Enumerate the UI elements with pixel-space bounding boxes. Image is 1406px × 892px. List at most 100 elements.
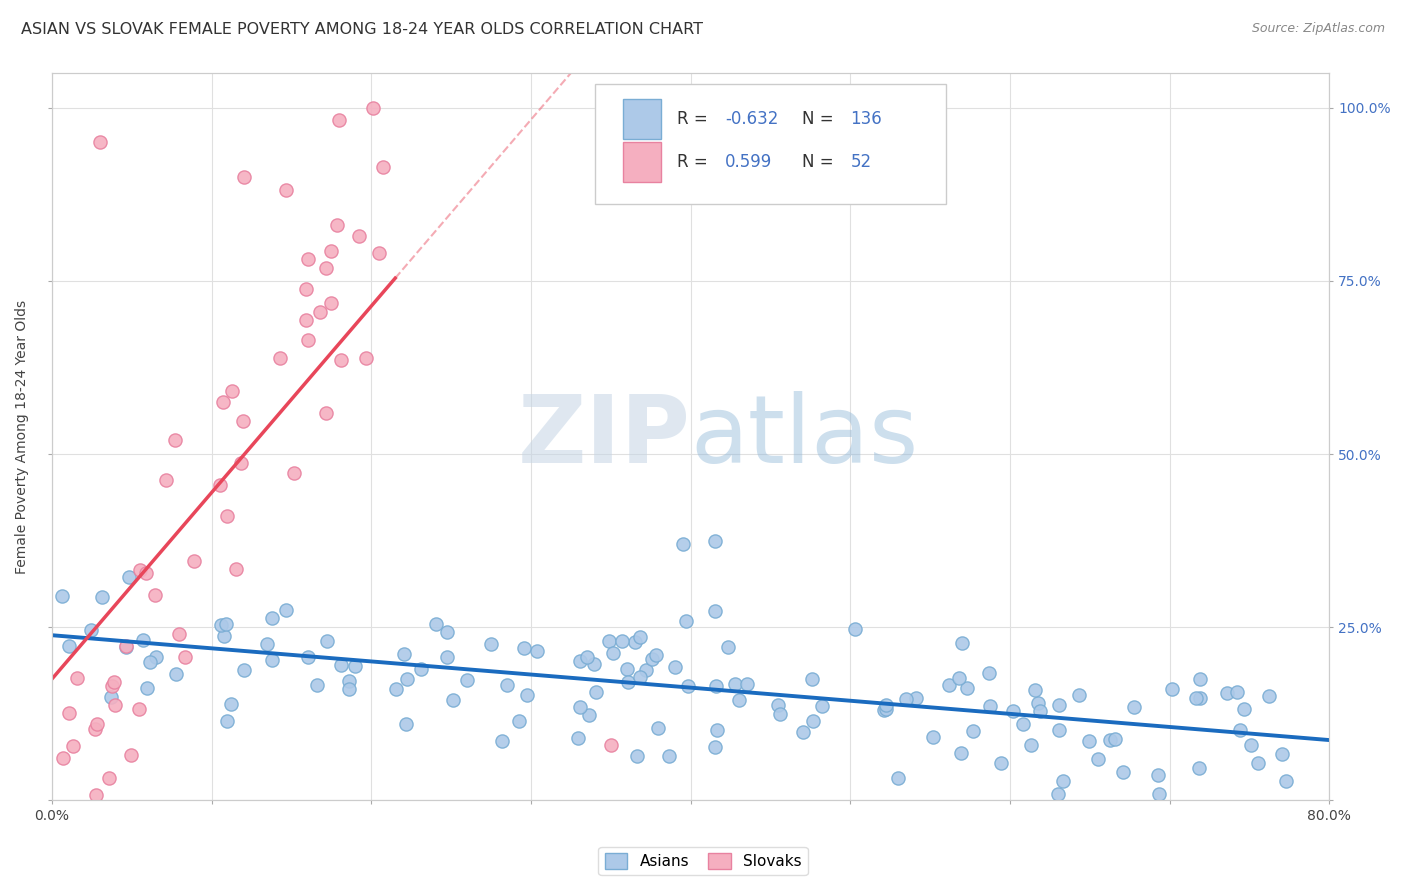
Point — [979, 699, 1001, 714]
Point — [706, 723, 728, 738]
Point — [86, 717, 108, 731]
FancyBboxPatch shape — [595, 84, 946, 204]
Point — [89, 135, 111, 149]
Point — [1019, 738, 1042, 752]
Point — [624, 634, 647, 648]
Point — [599, 738, 621, 752]
Point — [703, 533, 725, 548]
Point — [274, 184, 297, 198]
Point — [645, 648, 668, 662]
Point — [1258, 689, 1281, 703]
Point — [1078, 734, 1101, 748]
Point — [233, 663, 256, 677]
Point — [456, 673, 478, 687]
Point — [80, 623, 103, 637]
Point — [349, 229, 371, 244]
Point — [1146, 768, 1168, 782]
Point — [297, 252, 319, 266]
Point — [716, 640, 738, 654]
Point — [103, 675, 125, 690]
Point — [337, 673, 360, 688]
Text: 52: 52 — [851, 153, 872, 171]
Point — [221, 384, 243, 398]
Point — [58, 640, 80, 654]
Point — [392, 647, 415, 661]
Text: atlas: atlas — [690, 391, 920, 483]
Point — [647, 721, 669, 735]
Point — [585, 684, 607, 698]
Point — [225, 562, 247, 576]
Point — [368, 245, 391, 260]
Point — [1112, 764, 1135, 779]
Point — [343, 659, 366, 673]
Point — [329, 658, 352, 673]
Text: ASIAN VS SLOVAK FEMALE POVERTY AMONG 18-24 YEAR OLDS CORRELATION CHART: ASIAN VS SLOVAK FEMALE POVERTY AMONG 18-… — [21, 22, 703, 37]
Point — [1123, 700, 1146, 714]
Point — [1240, 738, 1263, 752]
Point — [100, 690, 122, 705]
Text: N =: N = — [801, 153, 838, 171]
Point — [215, 714, 238, 728]
Point — [1047, 698, 1070, 712]
Point — [356, 351, 378, 366]
Point — [295, 313, 318, 327]
Text: R =: R = — [676, 110, 713, 128]
Point — [938, 678, 960, 692]
Point — [516, 688, 538, 702]
Point — [395, 716, 418, 731]
Point — [232, 169, 254, 184]
Point — [602, 647, 624, 661]
Point — [1052, 773, 1074, 788]
Point — [155, 474, 177, 488]
Point — [1229, 723, 1251, 737]
Point — [262, 611, 284, 625]
Point — [52, 751, 75, 765]
Point — [232, 414, 254, 428]
Point — [1275, 774, 1298, 789]
Point — [319, 244, 342, 259]
Point — [260, 653, 283, 667]
Point — [769, 707, 792, 722]
Point — [385, 682, 408, 697]
Point — [664, 660, 686, 674]
Point — [626, 749, 648, 764]
Point — [269, 351, 291, 365]
Point — [1246, 756, 1268, 770]
Point — [873, 703, 896, 717]
Point — [956, 681, 979, 695]
Point — [887, 771, 910, 785]
Point — [766, 698, 789, 712]
Point — [737, 677, 759, 691]
Point — [1185, 691, 1208, 706]
Point — [1067, 688, 1090, 702]
Point — [443, 693, 465, 707]
Point — [894, 691, 917, 706]
Point — [1161, 682, 1184, 697]
Point — [209, 617, 232, 632]
Point — [844, 623, 866, 637]
Point — [1026, 696, 1049, 710]
Point — [328, 112, 350, 127]
Point — [1029, 704, 1052, 718]
Point — [598, 634, 620, 648]
Point — [326, 219, 349, 233]
Point — [128, 563, 150, 577]
Point — [676, 680, 699, 694]
Point — [675, 614, 697, 628]
Point — [1087, 752, 1109, 766]
Point — [1012, 717, 1035, 731]
Legend: Asians, Slovaks: Asians, Slovaks — [599, 847, 807, 875]
Point — [297, 649, 319, 664]
Point — [962, 724, 984, 739]
Text: Source: ZipAtlas.com: Source: ZipAtlas.com — [1251, 22, 1385, 36]
Point — [568, 654, 591, 668]
Point — [578, 708, 600, 723]
Point — [496, 678, 519, 692]
Point — [256, 637, 278, 651]
Point — [66, 671, 89, 685]
Point — [1024, 683, 1046, 698]
Point — [636, 663, 658, 677]
FancyBboxPatch shape — [623, 143, 661, 183]
Point — [98, 771, 121, 785]
Point — [212, 395, 235, 409]
